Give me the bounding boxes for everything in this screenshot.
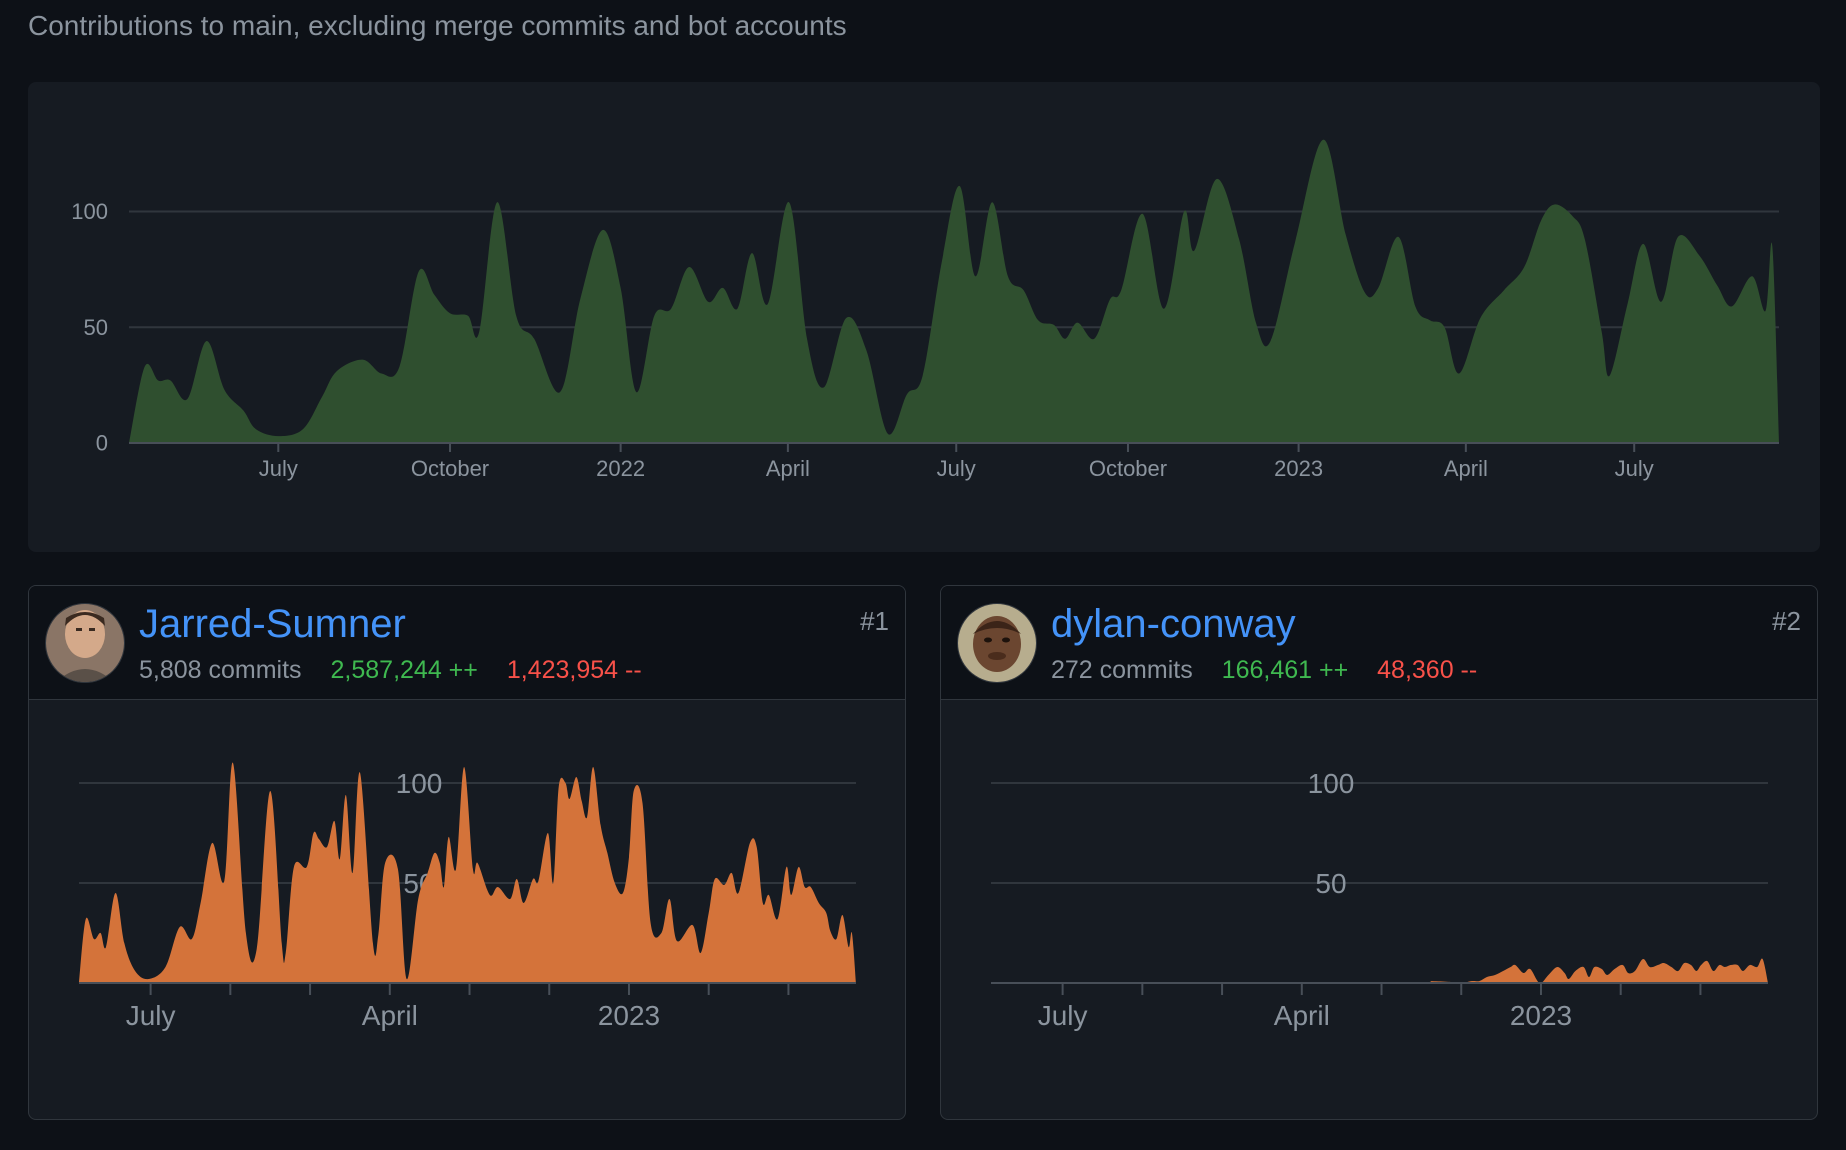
x-tick-label: April — [1274, 1000, 1330, 1031]
main-chart-svg: 0 50 100 July October 2022 April July October 202… — [71, 139, 1779, 481]
contributor-stats: 272 commits 166,461 ++ 48,360 -- — [1051, 656, 1499, 685]
series-area — [129, 139, 1779, 444]
contributor-username-link[interactable]: dylan-conway — [1051, 602, 1296, 646]
x-tick-label: October — [411, 456, 489, 481]
contributor-rank: #2 — [1772, 606, 1801, 636]
x-tick-label: July — [126, 1000, 176, 1031]
additions-count: 2,587,244 ++ — [330, 656, 478, 684]
avatar-image — [46, 604, 124, 682]
x-tick-label: October — [1089, 456, 1167, 481]
series-area — [79, 762, 856, 983]
y-tick-label: 50 — [84, 315, 108, 340]
avatar[interactable] — [45, 603, 125, 683]
y-tick-label: 0 — [96, 431, 108, 456]
avatar[interactable] — [957, 603, 1037, 683]
deletions-count: 48,360 -- — [1377, 656, 1478, 684]
commit-count: 272 commits — [1051, 656, 1193, 684]
y-tick-label: 100 — [396, 768, 443, 799]
contributor-chart-svg: 50 100 July April 2023 — [991, 768, 1768, 1031]
contributor-card: dylan-conway 272 commits 166,461 ++ 48,3… — [940, 585, 1818, 1120]
x-tick-label: 2023 — [1510, 1000, 1572, 1031]
additions-count: 166,461 ++ — [1221, 656, 1349, 684]
deletions-count: 1,423,954 -- — [506, 656, 642, 684]
contributor-card: Jarred-Sumner 5,808 commits 2,587,244 ++… — [28, 585, 906, 1120]
x-tick-label: 2023 — [598, 1000, 660, 1031]
y-tick-label: 100 — [71, 199, 108, 224]
chart-subtitle: Contributions to main, excluding merge c… — [28, 10, 847, 41]
contributor-stats: 5,808 commits 2,587,244 ++ 1,423,954 -- — [139, 656, 664, 685]
contributor-username-link[interactable]: Jarred-Sumner — [139, 602, 406, 646]
x-tick-label: July — [1615, 456, 1654, 481]
contributor-rank: #1 — [860, 606, 889, 636]
x-tick-label: 2023 — [1274, 456, 1323, 481]
x-tick-label: July — [937, 456, 976, 481]
main-contributions-chart: 0 50 100 July October 2022 April July October 202… — [28, 82, 1820, 552]
series-area — [991, 958, 1768, 984]
y-tick-label: 50 — [1315, 868, 1346, 899]
contributor-card-header: dylan-conway 272 commits 166,461 ++ 48,3… — [941, 586, 1817, 700]
commit-count: 5,808 commits — [139, 656, 302, 684]
x-tick-label: July — [1038, 1000, 1088, 1031]
avatar-image — [958, 604, 1036, 682]
x-tick-label: April — [766, 456, 810, 481]
y-tick-label: 100 — [1308, 768, 1355, 799]
contributor-card-header: Jarred-Sumner 5,808 commits 2,587,244 ++… — [29, 586, 905, 700]
x-tick-label: July — [259, 456, 298, 481]
x-tick-label: 2022 — [596, 456, 645, 481]
x-tick-label: April — [362, 1000, 418, 1031]
x-tick-label: April — [1444, 456, 1488, 481]
